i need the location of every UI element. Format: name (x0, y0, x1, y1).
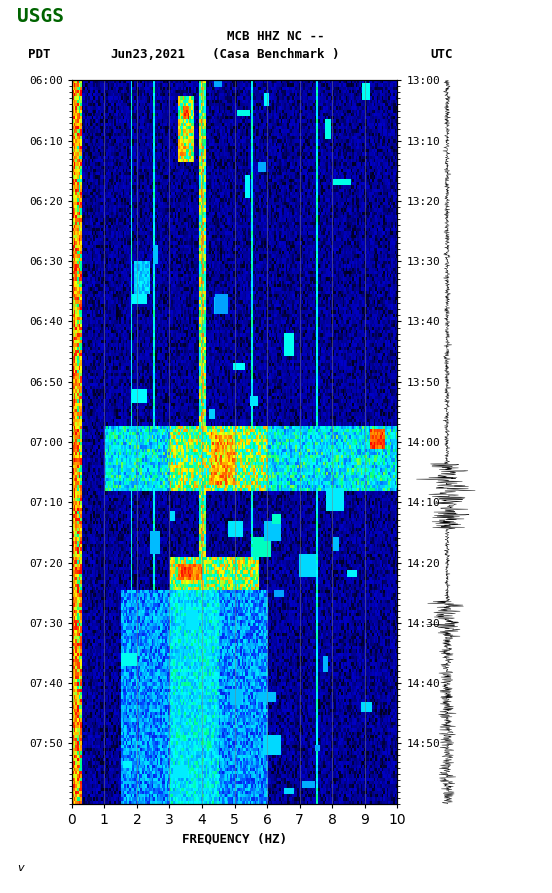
Text: MCB HHZ NC --: MCB HHZ NC -- (227, 30, 325, 43)
Text: $\mathit{v}$: $\mathit{v}$ (17, 863, 25, 872)
Text: USGS: USGS (17, 7, 63, 26)
Text: Jun23,2021: Jun23,2021 (110, 48, 185, 61)
Text: (Casa Benchmark ): (Casa Benchmark ) (213, 48, 339, 61)
Text: PDT: PDT (28, 48, 50, 61)
X-axis label: FREQUENCY (HZ): FREQUENCY (HZ) (182, 832, 287, 846)
Text: UTC: UTC (431, 48, 453, 61)
